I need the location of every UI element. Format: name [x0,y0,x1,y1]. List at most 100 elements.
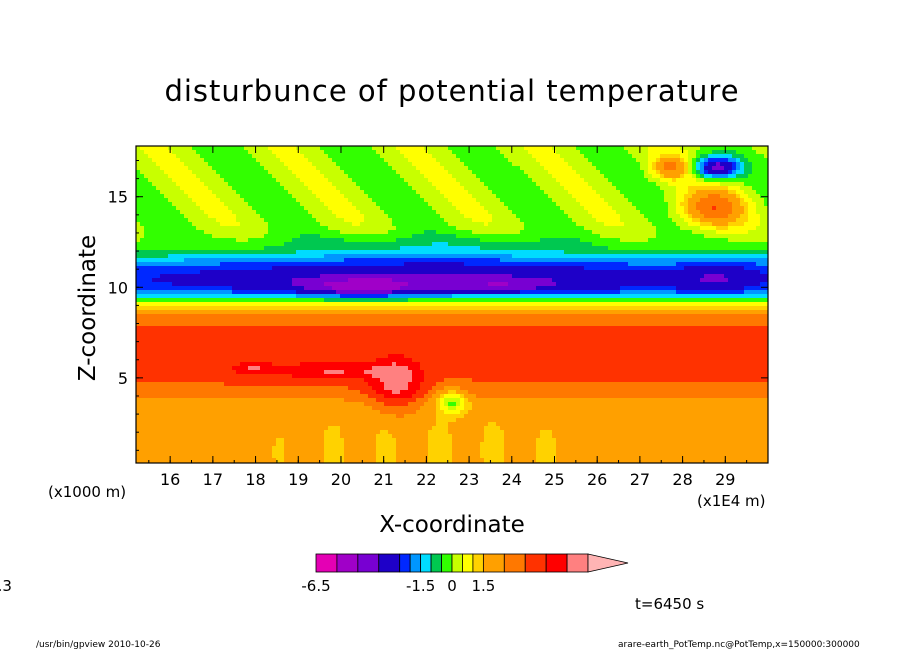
field-cell [136,334,140,338]
field-cell [340,430,344,434]
field-cell [364,402,368,406]
field-cell [180,366,184,370]
field-cell [356,330,360,334]
field-cell [224,274,228,278]
field-cell [316,270,320,274]
field-cell [372,170,376,174]
field-cell [368,394,372,398]
field-cell [160,394,164,398]
field-cell [344,366,348,370]
field-cell [336,438,340,442]
field-cell [172,266,176,270]
field-cell [152,266,156,270]
field-cell [172,402,176,406]
field-cell [284,322,288,326]
field-cell [248,310,252,314]
field-cell [292,378,296,382]
field-cell [380,214,384,218]
field-cell [164,166,168,170]
field-cell [308,382,312,386]
field-cell [356,262,360,266]
field-cell [344,246,348,250]
field-cell [344,422,348,426]
field-cell [288,454,292,458]
field-cell [340,298,344,302]
field-cell [220,378,224,382]
field-cell [220,314,224,318]
field-cell [208,290,212,294]
field-cell [368,458,372,462]
field-cell [292,458,296,462]
field-cell [360,418,364,422]
field-cell [344,382,348,386]
field-cell [276,386,280,390]
field-cell [228,246,232,250]
field-cell [308,298,312,302]
field-cell [160,206,164,210]
field-cell [148,450,152,454]
field-cell [184,206,188,210]
field-cell [220,302,224,306]
field-cell [380,390,384,394]
field-cell [192,170,196,174]
field-cell [232,358,236,362]
field-cell [288,366,292,370]
field-cell [240,282,244,286]
field-cell [360,170,364,174]
field-cell [268,330,272,334]
field-cell [176,310,180,314]
field-cell [340,154,344,158]
field-cell [216,314,220,318]
field-cell [328,306,332,310]
field-cell [224,278,228,282]
field-cell [380,394,384,398]
field-cell [164,362,168,366]
field-cell [156,154,160,158]
field-cell [268,374,272,378]
field-cell [324,454,328,458]
field-cell [144,350,148,354]
field-cell [376,194,380,198]
field-cell [364,314,368,318]
field-cell [344,314,348,318]
field-cell [172,162,176,166]
field-cell [368,334,372,338]
field-cell [152,178,156,182]
field-cell [140,346,144,350]
field-cell [304,298,308,302]
field-cell [188,174,192,178]
field-cell [348,430,352,434]
field-cell [272,326,276,330]
field-cell [168,298,172,302]
field-cell [368,406,372,410]
field-cell [152,150,156,154]
field-cell [352,386,356,390]
field-cell [280,278,284,282]
field-cell [368,410,372,414]
field-cell [352,418,356,422]
field-cell [136,382,140,386]
field-cell [212,154,216,158]
field-cell [292,302,296,306]
field-cell [224,390,228,394]
field-cell [184,246,188,250]
field-cell [364,174,368,178]
field-cell [300,274,304,278]
field-cell [348,458,352,462]
field-cell [148,406,152,410]
field-cell [140,410,144,414]
field-cell [268,230,272,234]
field-cell [152,350,156,354]
field-cell [340,438,344,442]
field-cell [164,202,168,206]
field-cell [304,278,308,282]
field-cell [312,442,316,446]
field-cell [184,266,188,270]
field-cell [312,454,316,458]
field-cell [312,382,316,386]
field-cell [352,198,356,202]
field-cell [240,322,244,326]
field-cell [332,170,336,174]
field-cell [184,438,188,442]
field-cell [244,378,248,382]
